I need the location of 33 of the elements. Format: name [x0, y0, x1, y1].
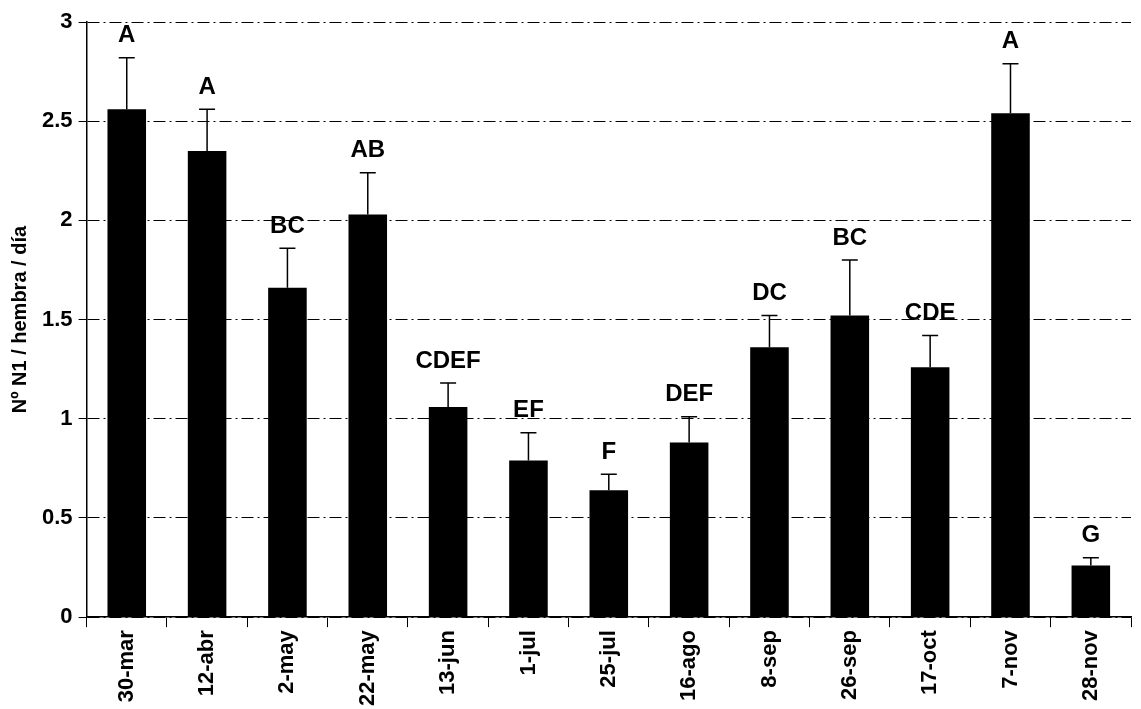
x-tick-label: 17-oct — [916, 629, 942, 695]
y-tick-label: 2 — [60, 206, 73, 232]
x-tick-label: 13-jun — [434, 630, 460, 695]
y-tick-label: 1 — [60, 404, 73, 430]
annotation: AB — [350, 135, 386, 163]
annotation: A — [1001, 26, 1020, 54]
annotation: DEF — [665, 379, 714, 407]
x-tick-label: 7-nov — [996, 629, 1022, 689]
annotation: BC — [832, 222, 868, 250]
y-tick-label: 1.5 — [41, 305, 73, 331]
x-tick-label: 12-abr — [193, 629, 219, 697]
y-tick-label: 0.5 — [41, 504, 73, 530]
annotation: A — [198, 71, 216, 99]
x-tick-label: 22-may — [353, 629, 379, 707]
annotation: A — [118, 20, 136, 48]
annotation: EF — [513, 395, 544, 423]
annotation: F — [601, 436, 617, 464]
x-tick-label: 8-sep — [755, 630, 781, 688]
annotation: BC — [270, 210, 305, 238]
annotation: G — [1081, 520, 1101, 548]
y-axis-title: Nº N1 / hembra / día — [7, 225, 30, 414]
x-tick-label: 1-jul — [514, 630, 540, 676]
x-tick-label: 30-mar — [112, 629, 138, 703]
x-tick-label: 26-sep — [835, 630, 861, 700]
annotation: DC — [752, 278, 787, 306]
y-tick-label: 3 — [60, 8, 73, 34]
y-tick-label: 2.5 — [41, 107, 73, 133]
x-tick-label: 16-ago — [675, 630, 701, 702]
y-tick-label: 0 — [60, 603, 73, 629]
x-tick-label: 28-nov — [1076, 629, 1102, 702]
x-tick-label: 2-may — [273, 629, 299, 694]
annotation: CDEF — [415, 345, 481, 373]
x-tick-label: 25-jul — [594, 630, 620, 688]
